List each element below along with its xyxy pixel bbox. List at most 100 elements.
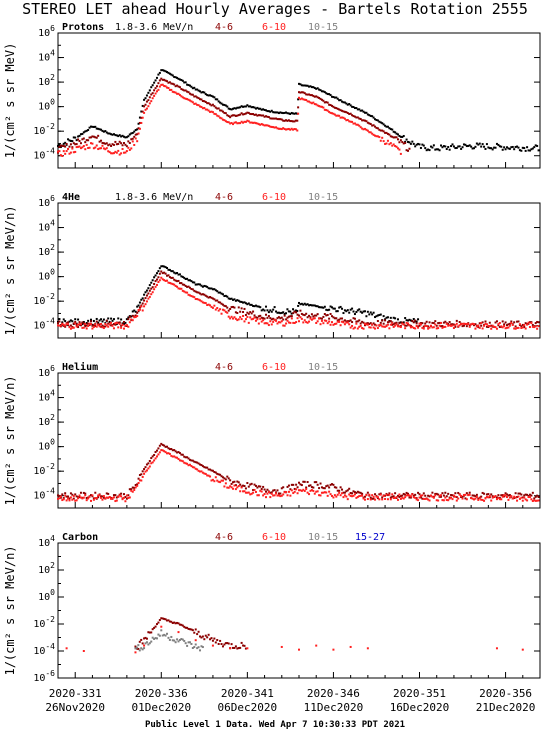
data-point bbox=[361, 494, 364, 497]
data-point bbox=[404, 141, 407, 144]
data-point bbox=[151, 455, 154, 458]
data-point bbox=[154, 280, 157, 283]
data-point bbox=[404, 327, 407, 330]
data-point bbox=[299, 316, 302, 319]
data-point bbox=[211, 644, 214, 647]
data-point bbox=[531, 491, 534, 494]
data-point bbox=[243, 644, 246, 647]
data-point bbox=[224, 120, 227, 123]
data-point bbox=[224, 482, 227, 485]
data-point bbox=[112, 496, 115, 499]
data-point bbox=[330, 112, 333, 115]
data-point bbox=[527, 494, 530, 497]
data-point bbox=[173, 449, 176, 452]
data-point bbox=[164, 70, 167, 73]
data-point bbox=[137, 127, 140, 130]
data-point bbox=[154, 285, 157, 288]
data-point bbox=[226, 105, 229, 108]
data-point bbox=[461, 322, 464, 325]
data-point bbox=[419, 322, 422, 325]
data-point bbox=[296, 317, 299, 320]
data-point bbox=[282, 127, 285, 130]
data-point bbox=[391, 323, 394, 326]
data-point bbox=[299, 98, 302, 101]
data-point bbox=[190, 100, 193, 103]
data-point bbox=[267, 311, 270, 314]
data-point bbox=[504, 321, 507, 324]
data-point bbox=[98, 319, 101, 322]
data-point bbox=[336, 320, 339, 323]
data-point bbox=[269, 317, 272, 320]
data-point bbox=[58, 320, 61, 323]
data-point bbox=[399, 495, 402, 498]
data-point bbox=[164, 79, 167, 82]
data-point bbox=[157, 270, 160, 273]
data-point bbox=[298, 314, 300, 317]
data-point bbox=[405, 321, 408, 324]
data-point bbox=[362, 310, 365, 313]
data-point bbox=[105, 496, 108, 499]
data-point bbox=[534, 499, 537, 502]
data-point bbox=[404, 317, 407, 320]
data-point bbox=[209, 638, 212, 641]
data-point bbox=[419, 323, 422, 326]
data-point bbox=[224, 310, 227, 313]
data-point bbox=[214, 106, 217, 109]
data-point bbox=[452, 494, 455, 497]
data-point bbox=[164, 445, 167, 448]
data-point bbox=[335, 107, 338, 110]
data-point bbox=[418, 324, 421, 327]
data-point bbox=[283, 128, 286, 131]
data-point bbox=[110, 317, 113, 320]
data-point bbox=[521, 648, 524, 651]
data-point bbox=[282, 486, 285, 489]
data-point bbox=[333, 317, 336, 320]
data-point bbox=[411, 319, 414, 322]
data-point bbox=[398, 141, 401, 144]
data-point bbox=[138, 640, 141, 643]
data-point bbox=[120, 324, 123, 327]
data-point bbox=[523, 326, 526, 329]
data-point bbox=[366, 121, 369, 124]
data-point bbox=[102, 496, 105, 499]
data-point bbox=[504, 327, 507, 330]
data-point bbox=[260, 123, 263, 126]
data-point bbox=[445, 148, 448, 151]
data-point bbox=[282, 324, 285, 327]
data-point bbox=[319, 482, 322, 485]
data-point bbox=[166, 632, 169, 635]
data-point bbox=[474, 327, 477, 330]
y-tick-label: 102 bbox=[38, 243, 55, 258]
data-point bbox=[137, 644, 140, 647]
data-point bbox=[124, 136, 127, 139]
data-point bbox=[188, 628, 191, 631]
data-point bbox=[148, 96, 151, 99]
data-point bbox=[252, 113, 255, 116]
data-point bbox=[107, 132, 110, 135]
data-point bbox=[521, 146, 524, 149]
data-point bbox=[214, 113, 217, 116]
data-point bbox=[437, 322, 440, 325]
data-point bbox=[319, 306, 322, 309]
data-point bbox=[351, 307, 354, 310]
legend-entry: 1.8-3.6 MeV/n bbox=[115, 192, 193, 203]
data-point bbox=[401, 494, 404, 497]
data-point bbox=[143, 647, 146, 650]
data-point bbox=[136, 483, 139, 486]
data-point bbox=[236, 312, 239, 315]
data-point bbox=[320, 105, 323, 108]
data-point bbox=[366, 647, 369, 650]
panel-label: Carbon bbox=[62, 532, 98, 543]
data-point bbox=[243, 320, 246, 323]
data-point bbox=[204, 634, 207, 637]
data-point bbox=[265, 124, 268, 127]
data-point bbox=[528, 493, 531, 496]
data-point bbox=[348, 323, 351, 326]
data-point bbox=[414, 319, 417, 322]
data-point bbox=[352, 106, 355, 109]
data-point bbox=[140, 638, 143, 641]
data-point bbox=[128, 315, 131, 318]
data-point bbox=[335, 114, 338, 117]
data-point bbox=[81, 497, 84, 500]
legend-entry: 10-15 bbox=[308, 22, 338, 33]
